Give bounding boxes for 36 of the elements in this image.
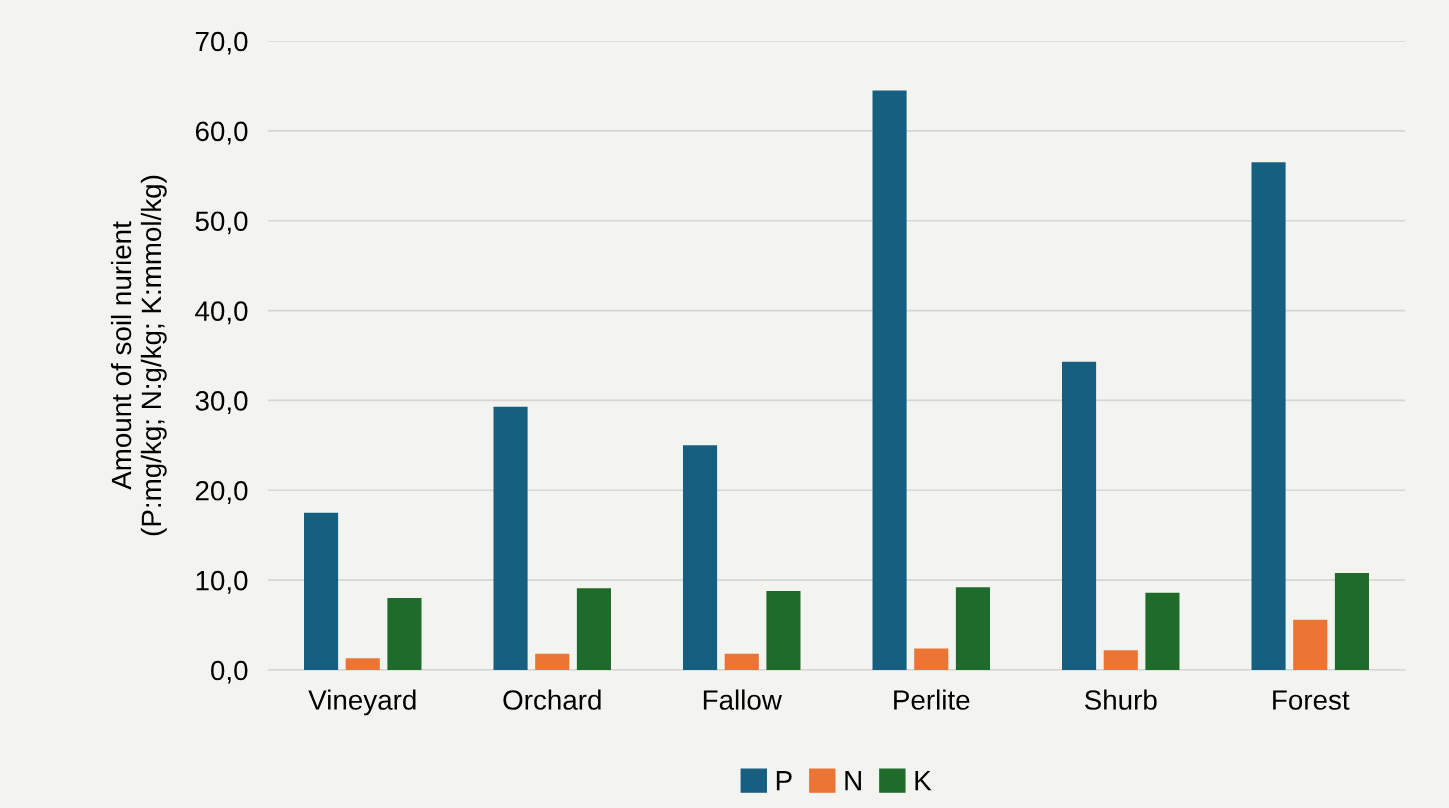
bar [1103,650,1138,670]
x-tick-label: Forest [1273,690,1350,710]
bar [345,658,380,670]
legend-label: P [776,771,792,791]
y-tick-label: 60,0 [195,121,248,145]
bar [1251,162,1286,670]
x-tick-label: Shurb [1084,689,1157,710]
bar [304,512,339,670]
bar [1334,572,1369,670]
y-tick-label: 70,0 [195,31,248,55]
x-tick-label: Perlite [894,689,970,710]
bar [1293,619,1328,670]
bar [724,653,759,670]
bar [576,588,611,670]
bar [1145,592,1180,670]
y-tick-label: 0,0 [211,660,248,684]
x-tick-label: Orchard [503,689,601,710]
legend-label: N [845,771,861,791]
bar [493,406,528,670]
bar [683,445,718,670]
y-tick-label: 50,0 [195,211,248,235]
bar [914,648,949,670]
y-axis-title: Amount of soil nurient (P:mg/kg; N:g/kg; K:mmol/kg) [110,175,167,536]
y-tick-label: 10,0 [196,570,248,594]
x-tick-label: Vineyard [308,689,416,716]
y-tick-label: 20,0 [195,480,248,504]
y-tick-label: 30,0 [195,391,248,415]
y-tick-label: 40,0 [195,301,248,325]
x-tick-label: Fallow [703,689,782,710]
bar [766,590,801,670]
bar [387,598,422,670]
bar [872,90,907,670]
legend-label: K [915,771,932,791]
bar [1062,361,1097,670]
bar [955,587,990,670]
bar [535,653,570,670]
